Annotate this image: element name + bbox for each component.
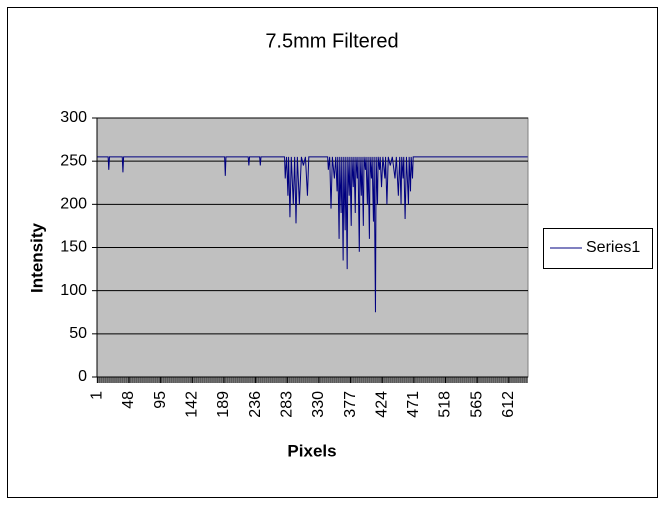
y-tick-label: 150 [60,239,87,256]
x-tick-label: 142 [184,391,201,418]
x-tick-label: 330 [310,391,327,418]
x-tick-label: 48 [120,391,137,409]
y-tick-label: 100 [60,282,87,299]
x-tick-label: 1 [89,391,106,400]
x-tick-label: 189 [215,391,232,418]
y-tick-label: 0 [78,368,87,385]
x-tick-label: 565 [468,391,485,418]
category-ticks [97,377,528,383]
x-tick-label: 612 [500,391,517,418]
x-tick-label: 95 [152,391,169,409]
x-tick-label: 518 [437,391,454,418]
x-tick-label: 236 [247,391,264,418]
chart-title: 7.5mm Filtered [265,30,398,52]
y-tick-label: 200 [60,196,87,213]
x-axis-label: Pixels [287,441,336,460]
y-axis-label: Intensity [27,223,46,293]
legend: Series1 [543,228,653,269]
y-tick-label: 300 [60,109,87,126]
series-line [97,156,528,313]
x-tick-label: 283 [278,391,295,418]
legend-label: Series1 [586,239,640,256]
x-tick-label: 471 [405,391,422,418]
y-tick-label: 50 [69,325,87,342]
x-tick-label: 377 [342,391,359,418]
x-tick-label: 424 [373,391,390,418]
y-tick-label: 250 [60,152,87,169]
